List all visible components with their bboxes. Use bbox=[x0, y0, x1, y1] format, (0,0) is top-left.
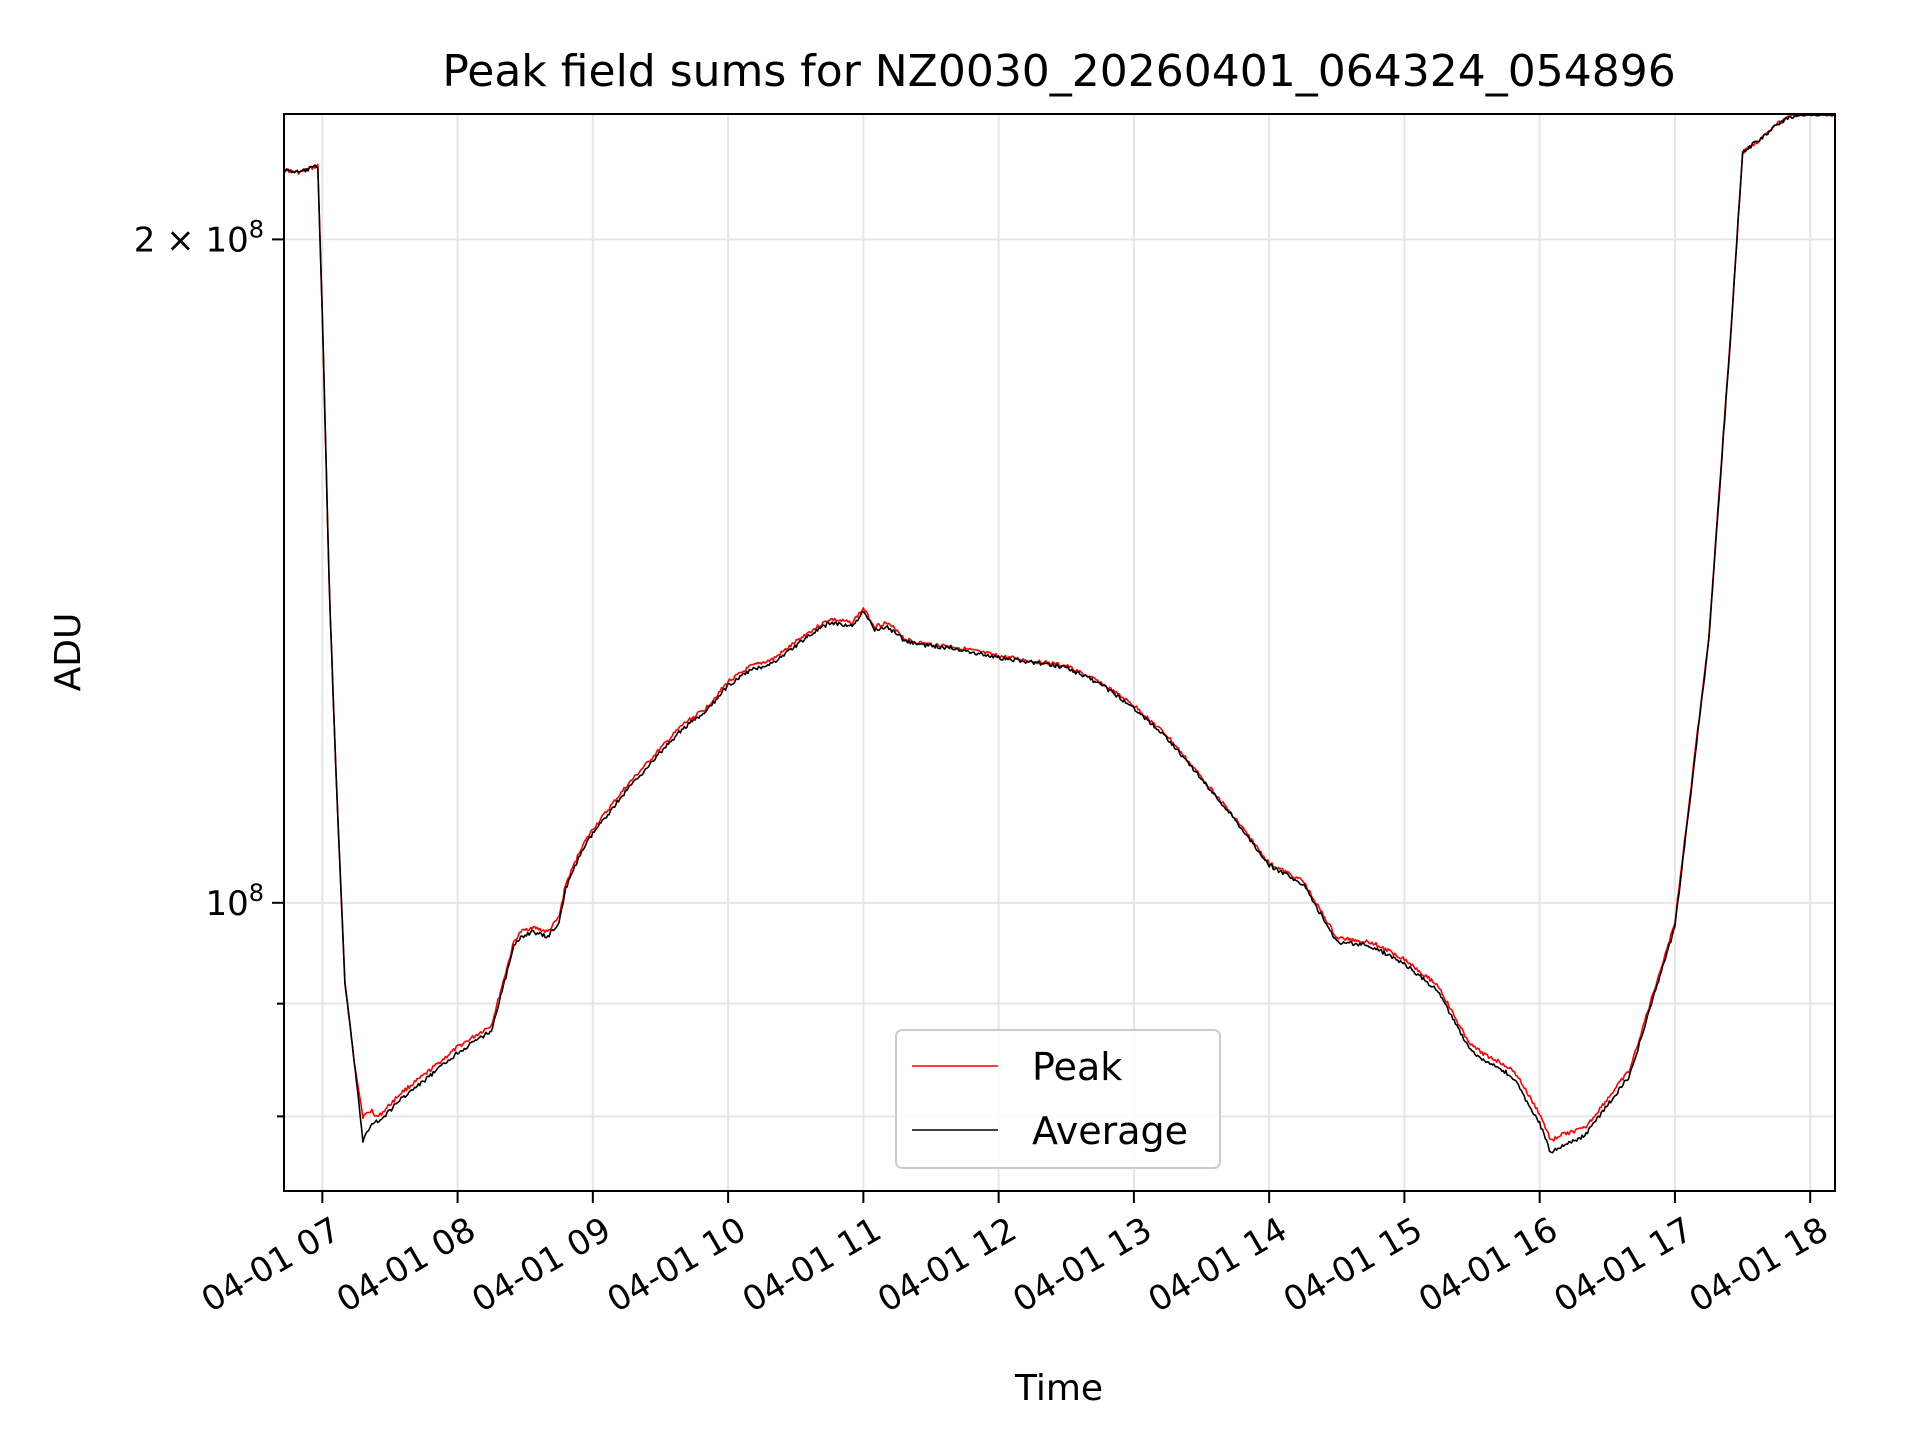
x-axis-title: Time bbox=[1014, 1368, 1103, 1409]
y-axis-title: ADU bbox=[48, 613, 89, 692]
y-tick-label: 108 bbox=[205, 879, 264, 924]
series-line-peak bbox=[283, 113, 1836, 1142]
chart-title: Peak field sums for NZ0030_20260401_0643… bbox=[442, 46, 1675, 97]
legend-label-peak: Peak bbox=[1032, 1045, 1122, 1089]
series-lines bbox=[283, 113, 1836, 1154]
plot-frame bbox=[283, 113, 1836, 1192]
series-line-average bbox=[283, 113, 1836, 1154]
y-axis: 108 2 × 108 bbox=[134, 215, 284, 1118]
legend-box bbox=[895, 1029, 1221, 1169]
legend-label-average: Average bbox=[1032, 1109, 1188, 1153]
y-tick-label: 2 × 108 bbox=[134, 215, 264, 260]
legend: Peak Average bbox=[895, 1029, 1221, 1169]
